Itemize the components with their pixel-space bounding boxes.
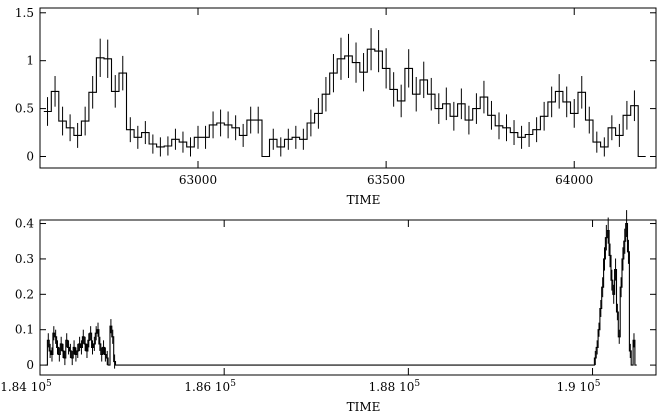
panel-2: 0 0.1 0.2 0.3 0.4 1.84 105 1.86 105 1.88 105 1.9… (0, 210, 657, 414)
plot-frame (39, 7, 657, 169)
x-tick-label: 63000 (179, 173, 217, 187)
y-tick-label: 1 (26, 54, 34, 68)
x-tick-exponent: 5 (230, 379, 236, 389)
y-tick-label: 0.4 (15, 217, 34, 231)
x-tick-exponent: 5 (414, 379, 420, 389)
x-axis-label: TIME (347, 193, 381, 207)
x-tick-label: 1.86 105 (184, 379, 236, 394)
lightcurve-step-line (45, 222, 637, 366)
x-tick-exponent: 5 (46, 379, 52, 389)
y-tick-label: 0 (26, 358, 34, 372)
lightcurve-step-line (43, 48, 646, 158)
x-tick-exponent: 5 (595, 379, 601, 389)
y-tick-label: 0 (26, 150, 34, 164)
y-tick-label: 0.5 (15, 102, 34, 116)
y-tick-label: 0.3 (15, 252, 34, 266)
y-tick-label: 0.2 (15, 287, 34, 301)
x-tick-label: 1.84 105 (0, 379, 52, 394)
x-tick-label: 1.88 105 (369, 379, 421, 394)
x-axis-label: TIME (347, 400, 381, 414)
plot-frame (39, 219, 657, 376)
panel-1: 0 0.5 1 1.5 63000 63500 64000 TIME (15, 6, 657, 207)
y-tick-label: 0.1 (15, 323, 34, 337)
x-tick-label: 64000 (555, 173, 593, 187)
y-tick-label: 1.5 (15, 6, 34, 20)
x-tick-label: 1.9 105 (557, 379, 601, 394)
x-tick-label: 63500 (367, 173, 405, 187)
